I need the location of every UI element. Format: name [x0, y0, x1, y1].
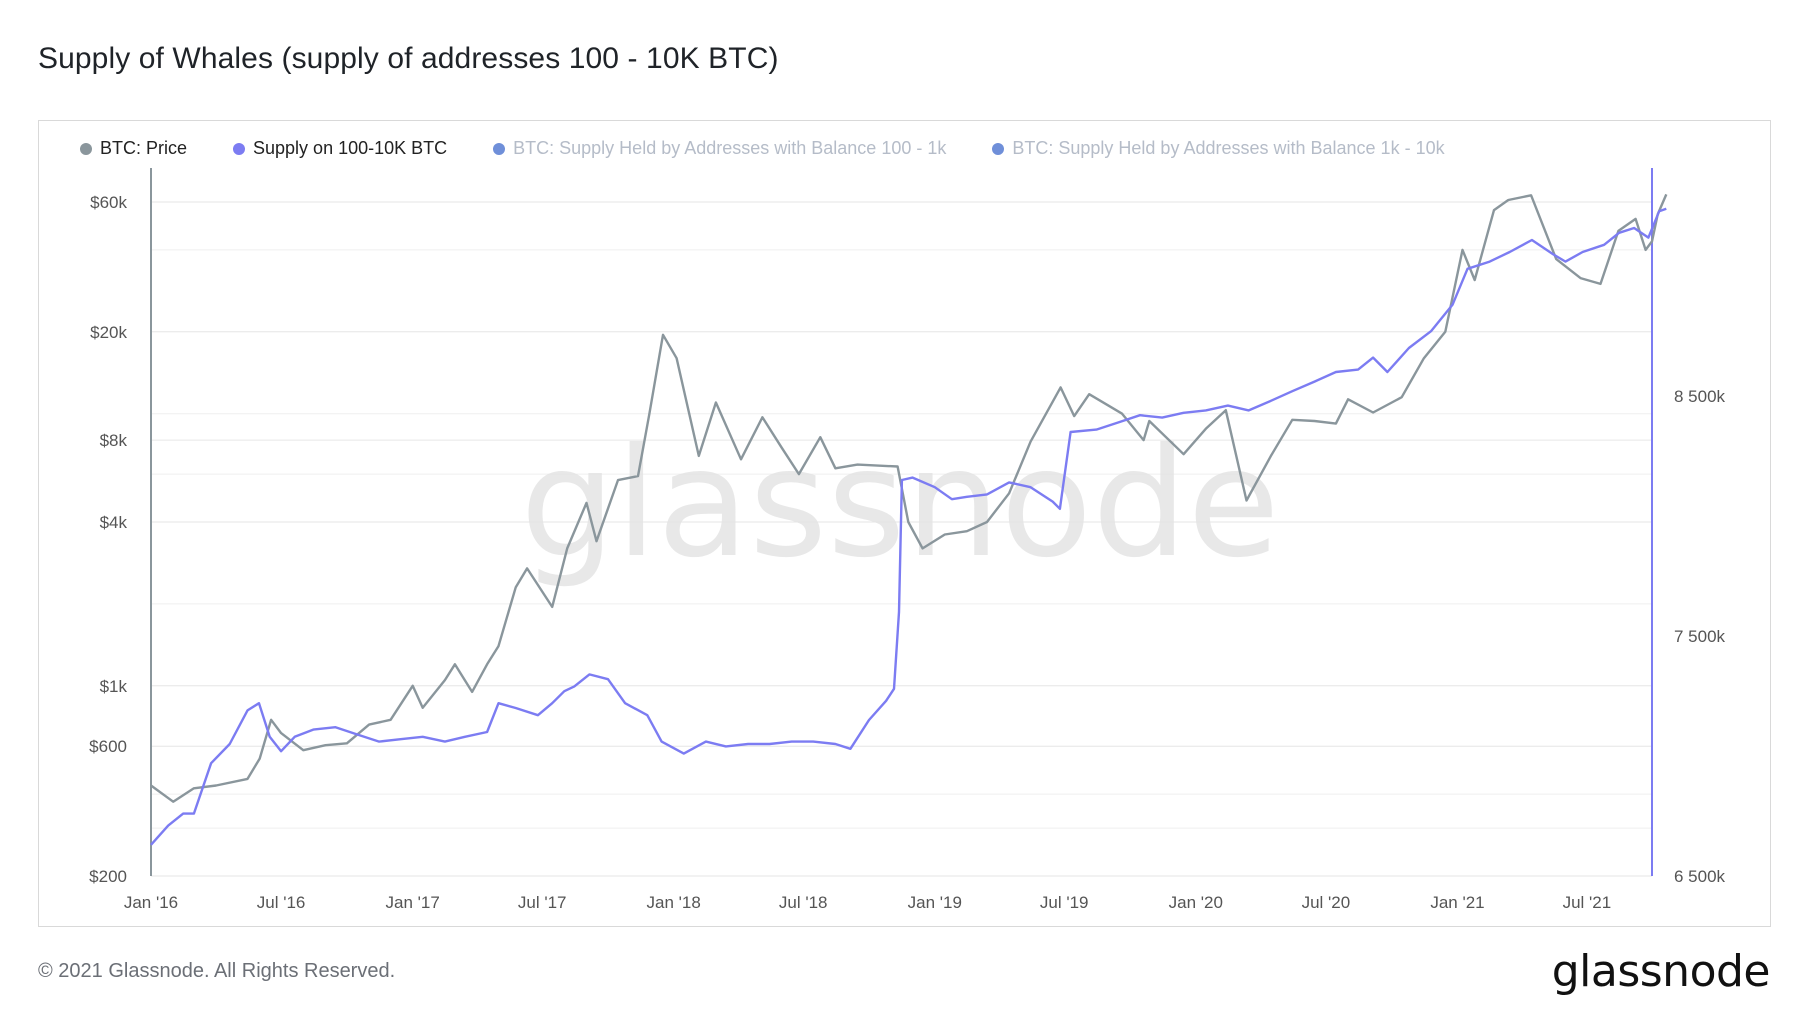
glassnode-logo[interactable]: glassnode — [1551, 946, 1771, 997]
x-axis-tick-label: Jul '19 — [1040, 893, 1089, 912]
x-axis-tick-label: Jan '17 — [386, 893, 440, 912]
copyright-footer: © 2021 Glassnode. All Rights Reserved. — [38, 960, 396, 982]
x-axis-tick-label: Jul '16 — [257, 893, 306, 912]
legend-label: BTC: Supply Held by Addresses with Balan… — [513, 138, 947, 158]
legend-item-supply-100-1k[interactable]: BTC: Supply Held by Addresses with Balan… — [493, 138, 946, 159]
x-axis-tick-label: Jan '20 — [1169, 893, 1223, 912]
x-axis-tick-label: Jan '16 — [124, 893, 178, 912]
legend-item-supply-1k-10k[interactable]: BTC: Supply Held by Addresses with Balan… — [992, 138, 1445, 159]
y-axis-left-tick-label: $600 — [89, 737, 127, 756]
x-axis-tick-label: Jul '18 — [779, 893, 828, 912]
y-axis-left-tick-label: $1k — [100, 677, 128, 696]
legend-dot-icon — [233, 142, 246, 155]
x-axis-tick-label: Jul '17 — [518, 893, 567, 912]
chart-frame — [38, 120, 1771, 927]
legend-label: BTC: Price — [100, 138, 188, 158]
chart-title: Supply of Whales (supply of addresses 10… — [38, 42, 779, 75]
legend-label: BTC: Supply Held by Addresses with Balan… — [1012, 138, 1445, 158]
legend-item-supply-100-10k[interactable]: Supply on 100-10K BTC — [233, 138, 447, 159]
btc-price-line — [150, 193, 1668, 803]
x-axis-tick-label: Jan '19 — [908, 893, 962, 912]
legend-dot-icon — [992, 142, 1005, 155]
supply-100-10k-line — [150, 207, 1667, 846]
legend-dot-icon — [80, 142, 92, 155]
y-axis-left-tick-label: $8k — [100, 431, 128, 450]
y-axis-left-tick-label: $60k — [90, 193, 127, 212]
y-axis-left-tick-label: $4k — [100, 513, 128, 532]
y-axis-left-tick-label: $200 — [89, 867, 127, 886]
x-axis-tick-label: Jan '21 — [1430, 893, 1484, 912]
x-axis-tick-label: Jul '21 — [1563, 893, 1612, 912]
x-axis-tick-label: Jul '20 — [1302, 893, 1351, 912]
y-axis-right-tick-label: 7 500k — [1674, 627, 1726, 646]
chart-legend: BTC: Price Supply on 100-10K BTC BTC: Su… — [80, 138, 1491, 159]
y-axis-right-tick-label: 8 500k — [1674, 387, 1726, 406]
y-axis-left-tick-label: $20k — [90, 323, 127, 342]
legend-dot-icon — [493, 142, 506, 155]
legend-item-btc-price[interactable]: BTC: Price — [80, 138, 187, 159]
x-axis-tick-label: Jan '18 — [647, 893, 701, 912]
y-axis-right-tick-label: 6 500k — [1674, 867, 1726, 886]
legend-label: Supply on 100-10K BTC — [253, 138, 448, 158]
